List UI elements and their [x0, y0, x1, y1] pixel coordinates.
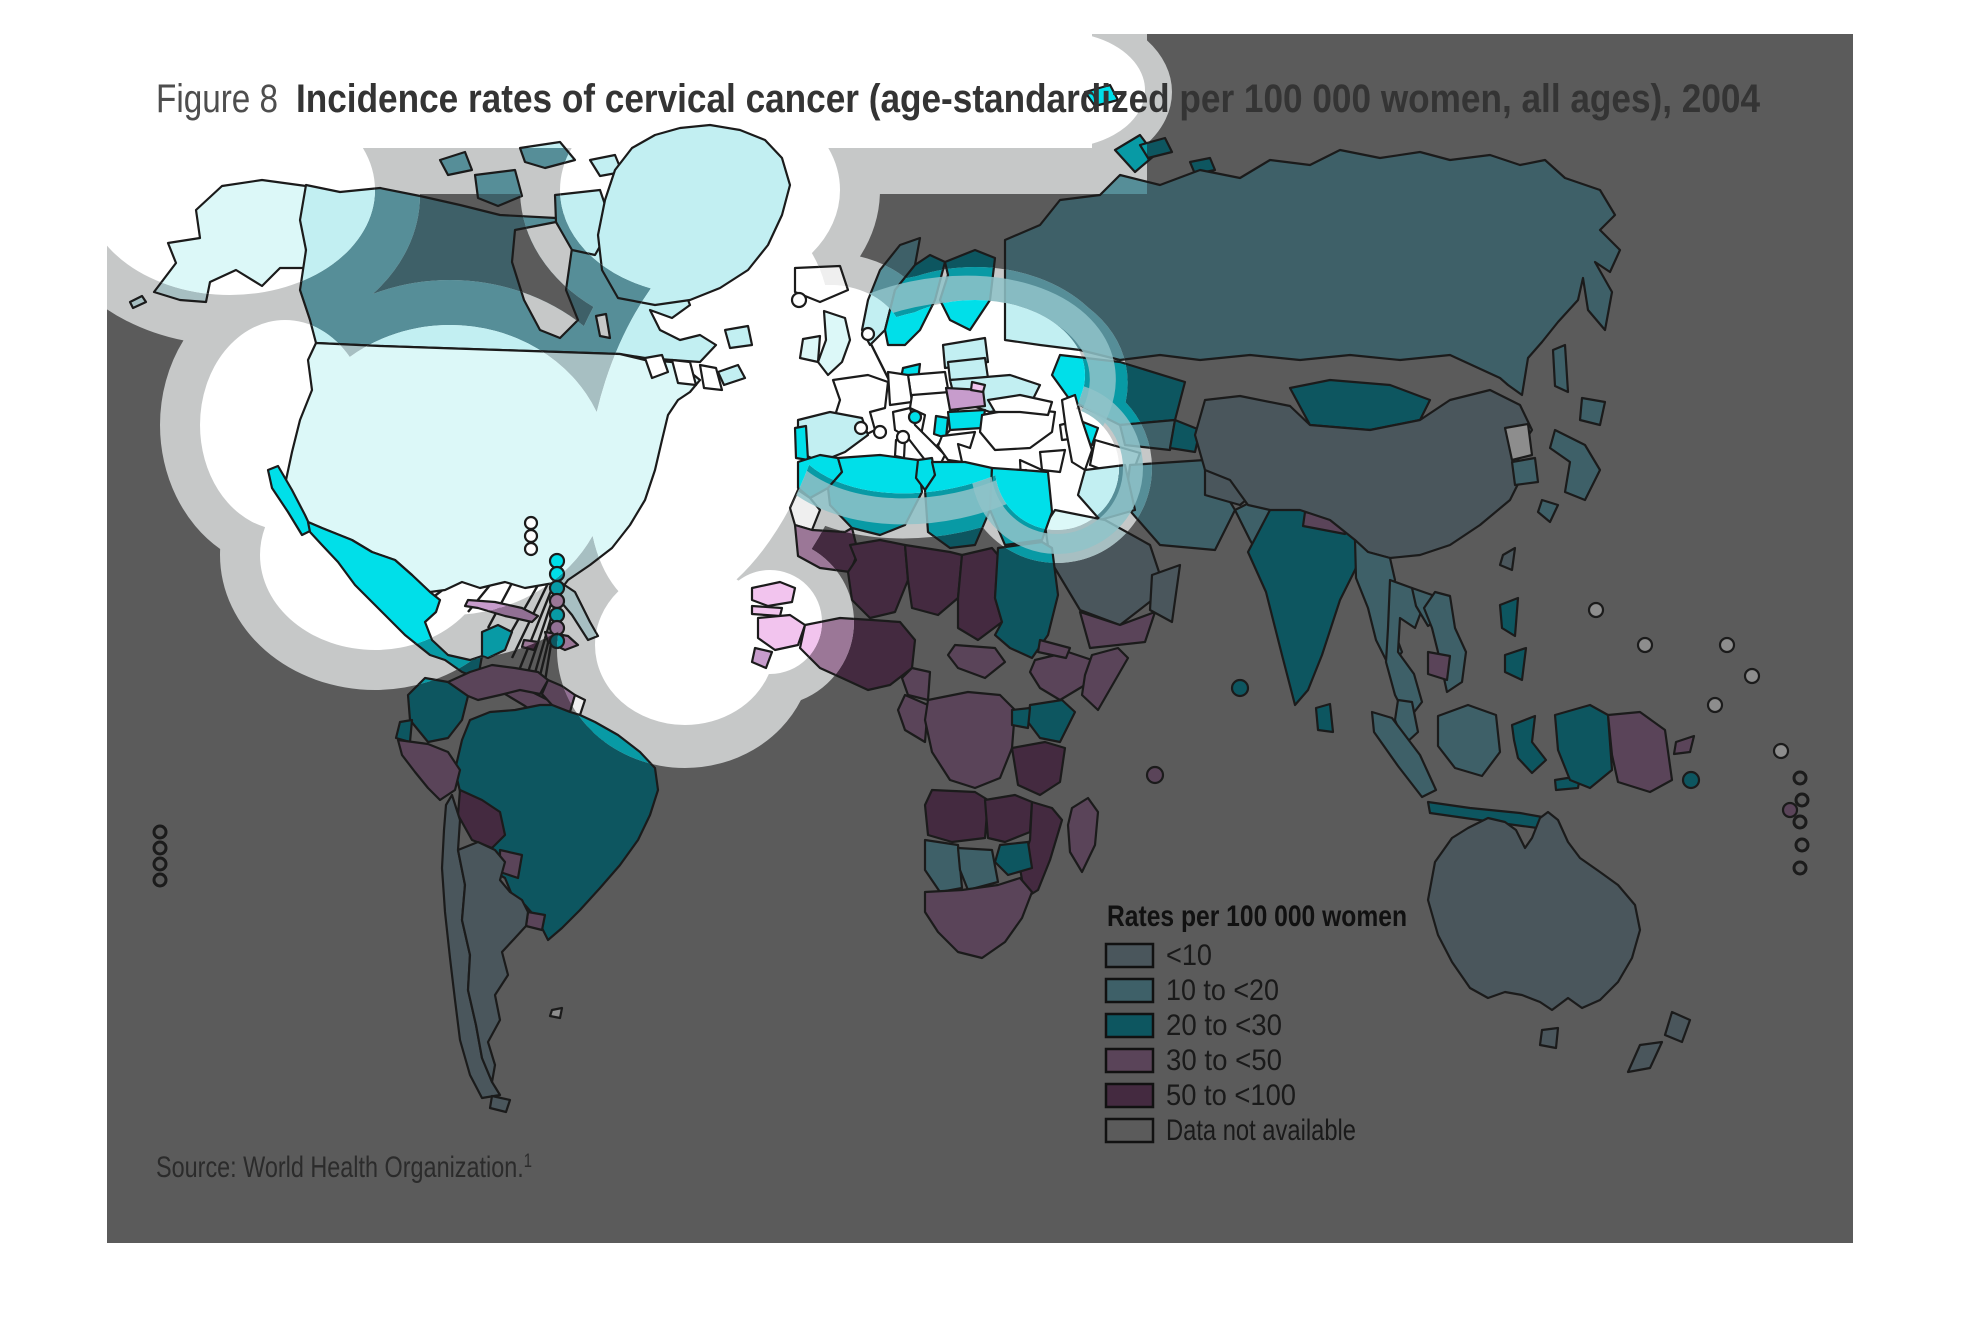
svg-text:Source: World Health Organizat: Source: World Health Organization.1 — [156, 1151, 532, 1184]
svg-text:20 to <30: 20 to <30 — [1166, 1009, 1282, 1042]
svg-text:50 to <100: 50 to <100 — [1166, 1079, 1296, 1112]
svg-text:<10: <10 — [1166, 939, 1212, 972]
svg-text:Incidence rates of cervical ca: Incidence rates of cervical cancer (age-… — [296, 77, 1761, 121]
svg-text:Rates per 100 000 women: Rates per 100 000 women — [1107, 900, 1407, 933]
svg-text:30 to <50: 30 to <50 — [1166, 1044, 1282, 1077]
svg-text:Figure 8: Figure 8 — [156, 77, 278, 121]
svg-text:10 to <20: 10 to <20 — [1166, 974, 1279, 1007]
svg-text:Data not available: Data not available — [1166, 1114, 1356, 1147]
